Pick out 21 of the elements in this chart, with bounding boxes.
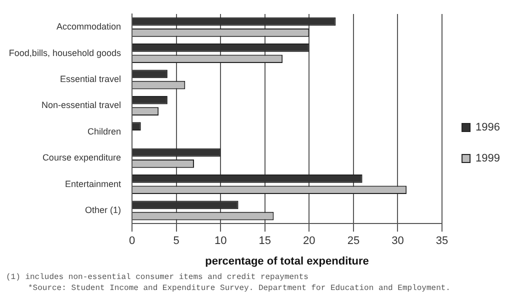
y-tick-label: Essential travel	[60, 74, 121, 84]
y-tick-label: Children	[87, 126, 121, 136]
y-tick-label: Accommodation	[56, 22, 121, 32]
y-tick-label: Entertainment	[64, 178, 122, 189]
x-tick-label: 25	[347, 235, 360, 248]
x-tick-label: 10	[214, 235, 227, 248]
text: (1) includes non-essential consumer items and credit repayments	[6, 272, 310, 283]
y-tick-label: Food,bills, household goods	[8, 48, 122, 58]
x-tick-label: 0	[128, 235, 136, 248]
legend-label: 1996	[476, 122, 500, 134]
y-tick-label: Non-essential travel	[41, 100, 121, 110]
x-tick-label: 15	[258, 235, 271, 248]
x-tick-label: 20	[303, 235, 316, 248]
x-axis-title: percentage of total expenditure	[205, 255, 369, 268]
x-tick-label: 35	[436, 235, 448, 248]
legend-label: 1999	[476, 152, 500, 165]
text: *Source: Student Income and Expenditure Survey. Department for Education and Employment.	[27, 283, 452, 294]
y-tick-label: Course expenditure	[42, 152, 121, 163]
x-tick-label: 30	[392, 235, 404, 248]
x-tick-label: 5	[173, 235, 180, 248]
y-tick-label: Other (1)	[84, 204, 121, 215]
